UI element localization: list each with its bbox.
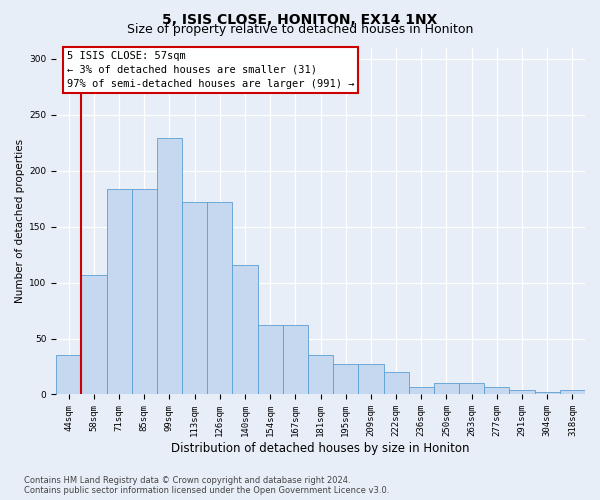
Bar [232, 264, 257, 394]
Bar [157, 138, 182, 394]
Text: Size of property relative to detached houses in Honiton: Size of property relative to detached ho… [127, 22, 473, 36]
Y-axis label: Number of detached properties: Number of detached properties [15, 139, 25, 303]
Bar [207, 202, 232, 394]
Bar [459, 384, 484, 394]
Bar [409, 386, 434, 394]
Bar [509, 390, 535, 394]
Bar [535, 392, 560, 394]
Title: 5, ISIS CLOSE, HONITON, EX14 1NX
Size of property relative to detached houses in: 5, ISIS CLOSE, HONITON, EX14 1NX Size of… [0, 499, 1, 500]
Text: 5, ISIS CLOSE, HONITON, EX14 1NX: 5, ISIS CLOSE, HONITON, EX14 1NX [163, 12, 437, 26]
Bar [283, 325, 308, 394]
Bar [131, 188, 157, 394]
Bar [560, 390, 585, 394]
Bar [182, 202, 207, 394]
Bar [82, 274, 107, 394]
Bar [308, 356, 333, 395]
Text: Contains HM Land Registry data © Crown copyright and database right 2024.
Contai: Contains HM Land Registry data © Crown c… [24, 476, 389, 495]
Bar [434, 384, 459, 394]
Bar [484, 386, 509, 394]
Text: 5 ISIS CLOSE: 57sqm
← 3% of detached houses are smaller (31)
97% of semi-detache: 5 ISIS CLOSE: 57sqm ← 3% of detached hou… [67, 51, 354, 89]
Bar [107, 188, 131, 394]
X-axis label: Distribution of detached houses by size in Honiton: Distribution of detached houses by size … [172, 442, 470, 455]
Bar [257, 325, 283, 394]
Bar [383, 372, 409, 394]
Bar [56, 356, 82, 395]
Bar [358, 364, 383, 394]
Bar [333, 364, 358, 394]
